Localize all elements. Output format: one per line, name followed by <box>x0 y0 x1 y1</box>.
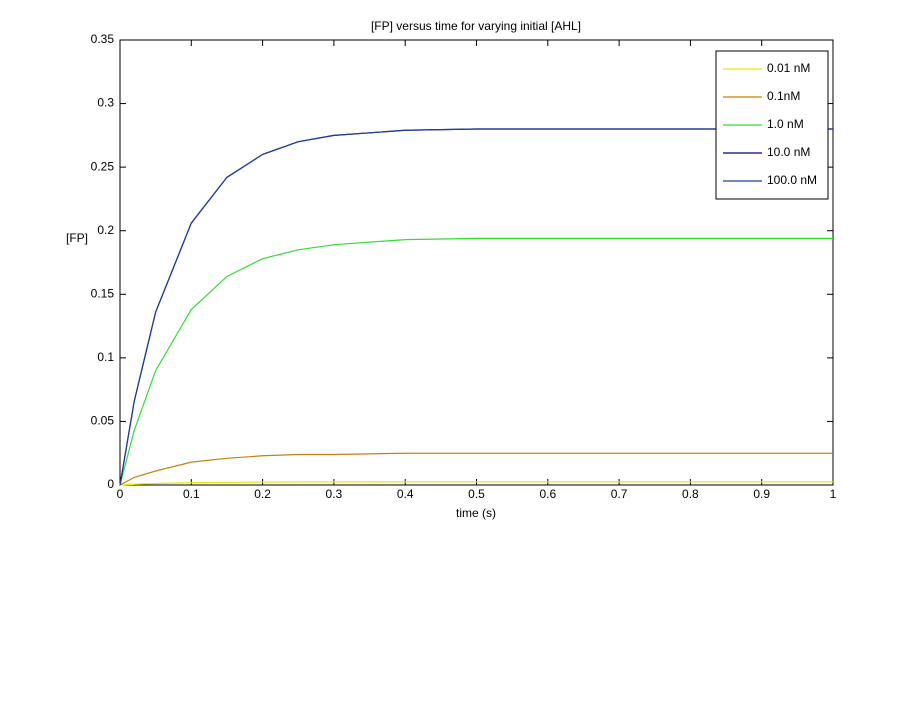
x-tick-label: 0.1 <box>183 487 200 501</box>
x-tick-label: 0 <box>117 487 124 501</box>
x-tick-label: 0.6 <box>539 487 556 501</box>
x-tick-label: 0.5 <box>468 487 485 501</box>
legend-label: 100.0 nM <box>767 173 817 187</box>
series-line <box>119 128 833 486</box>
y-tick-label: 0.05 <box>91 414 115 428</box>
y-tick-label: 0.2 <box>97 223 114 237</box>
chart-title: [FP] versus time for varying initial [AH… <box>371 19 581 33</box>
series-line <box>119 452 833 486</box>
plot-area <box>119 39 834 486</box>
x-tick-label: 1 <box>830 487 837 501</box>
y-axis-label: [FP] <box>66 231 88 245</box>
x-tick-label: 0.8 <box>682 487 699 501</box>
y-tick-label: 0.3 <box>97 96 114 110</box>
y-tick-label: 0.1 <box>97 350 114 364</box>
series-line <box>119 237 833 486</box>
x-tick-label: 0.7 <box>611 487 628 501</box>
legend-label: 0.01 nM <box>767 61 810 75</box>
legend-label: 1.0 nM <box>767 117 804 131</box>
y-tick-label: 0.25 <box>91 159 115 173</box>
x-tick-label: 0.3 <box>326 487 343 501</box>
y-tick-label: 0.35 <box>91 32 115 46</box>
x-tick-label: 0.2 <box>254 487 271 501</box>
x-axis-label: time (s) <box>456 506 496 520</box>
x-tick-label: 0.9 <box>753 487 770 501</box>
legend-label: 10.0 nM <box>767 145 810 159</box>
y-tick-label: 0 <box>107 477 114 491</box>
series-line <box>119 481 833 486</box>
legend-label: 0.1nM <box>767 89 800 103</box>
y-tick-label: 0.15 <box>91 286 115 300</box>
x-tick-label: 0.4 <box>397 487 414 501</box>
